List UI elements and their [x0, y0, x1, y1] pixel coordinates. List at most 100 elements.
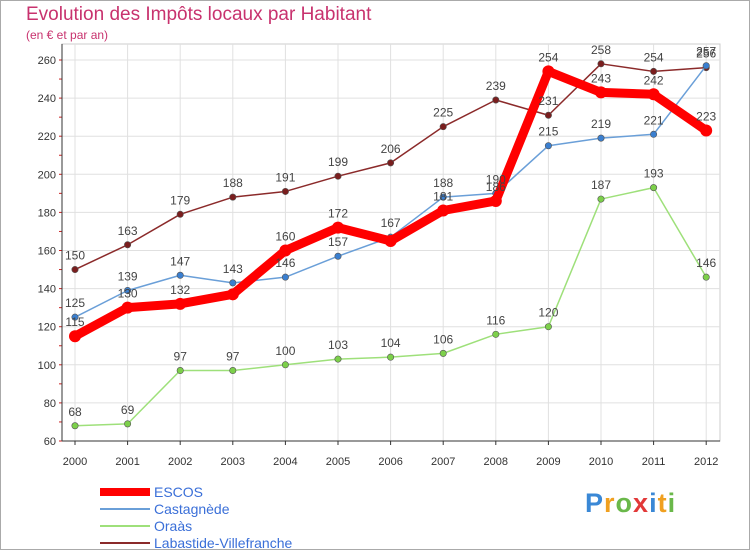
- y-tick-label: 200: [38, 169, 56, 181]
- x-tick-label: 2008: [484, 456, 508, 468]
- data-point-escos: [121, 301, 134, 314]
- y-tick-label: 220: [38, 131, 56, 143]
- data-point-labastide-villefranche: [387, 159, 395, 167]
- data-label-castagnede: 190: [486, 172, 506, 186]
- data-label-escos: 186: [486, 180, 506, 194]
- data-point-oraas: [334, 355, 342, 363]
- data-point-oraas: [650, 184, 658, 192]
- logo-letter: t: [657, 488, 668, 518]
- x-tick-label: 2005: [326, 456, 350, 468]
- logo-letter: i: [649, 488, 658, 518]
- data-label-labastide-villefranche: 206: [381, 142, 401, 156]
- x-tick-label: 2012: [694, 456, 718, 468]
- x-tick-label: 2004: [273, 456, 297, 468]
- data-label-oraas: 146: [696, 256, 716, 270]
- data-label-castagnede: 147: [170, 254, 190, 268]
- data-label-labastide-villefranche: 258: [591, 43, 611, 57]
- legend-swatch-labastide-villefranche: [100, 542, 150, 544]
- data-label-castagnede: 215: [538, 125, 558, 139]
- data-point-castagnede: [702, 62, 710, 70]
- data-label-oraas: 103: [328, 338, 348, 352]
- legend-swatch-oraas: [100, 525, 150, 527]
- legend-label-oraas: Oraàs: [154, 518, 193, 534]
- data-point-escos: [69, 330, 81, 343]
- data-point-escos: [437, 204, 450, 217]
- data-point-labastide-villefranche: [492, 96, 500, 104]
- x-tick-label: 2003: [221, 456, 245, 468]
- data-point-labastide-villefranche: [597, 60, 605, 68]
- data-point-escos: [279, 244, 292, 257]
- x-tick-label: 2011: [642, 456, 666, 468]
- data-point-castagnede: [229, 279, 237, 287]
- data-label-labastide-villefranche: 254: [644, 50, 664, 64]
- data-point-labastide-villefranche: [334, 172, 342, 180]
- x-tick-label: 2000: [63, 456, 87, 468]
- data-label-oraas: 187: [591, 178, 611, 192]
- data-point-oraas: [281, 361, 289, 369]
- data-label-oraas: 97: [174, 350, 188, 364]
- data-point-escos: [226, 288, 239, 301]
- legend-swatch-castagnede: [100, 508, 150, 510]
- data-label-labastide-villefranche: 239: [486, 79, 506, 93]
- chart-title: Evolution des Impôts locaux par Habitant: [26, 4, 372, 25]
- data-point-castagnede: [334, 252, 342, 260]
- data-point-labastide-villefranche: [281, 187, 289, 195]
- data-label-escos: 243: [591, 71, 611, 85]
- data-label-labastide-villefranche: 179: [170, 193, 190, 207]
- y-tick-label: 120: [38, 322, 56, 334]
- logo-letter: o: [615, 488, 634, 518]
- data-point-labastide-villefranche: [124, 241, 132, 249]
- data-point-oraas: [71, 422, 79, 430]
- proxiti-logo: Proxiti: [585, 488, 676, 519]
- data-label-labastide-villefranche: 256: [696, 47, 716, 61]
- legend-label-labastide-villefranche: Labastide-Villefranche: [154, 535, 293, 551]
- data-point-castagnede: [281, 273, 289, 281]
- data-point-castagnede: [71, 313, 79, 321]
- data-label-castagnede: 167: [381, 216, 401, 230]
- y-tick-label: 260: [38, 55, 56, 67]
- legend-label-castagnede: Castagnède: [154, 501, 230, 517]
- y-tick-label: 100: [38, 360, 56, 372]
- x-tick-label: 2001: [115, 456, 139, 468]
- data-point-oraas: [597, 195, 605, 203]
- data-point-oraas: [229, 367, 237, 375]
- data-label-escos: 172: [328, 207, 348, 221]
- data-label-labastide-villefranche: 199: [328, 155, 348, 169]
- data-label-escos: 115: [65, 315, 84, 329]
- x-tick-label: 2002: [168, 456, 192, 468]
- y-tick-label: 60: [44, 436, 56, 448]
- data-label-castagnede: 139: [118, 270, 138, 284]
- data-point-castagnede: [124, 287, 132, 295]
- data-point-oraas: [492, 330, 500, 338]
- data-point-labastide-villefranche: [229, 193, 237, 201]
- data-point-escos: [700, 124, 713, 137]
- data-point-castagnede: [176, 271, 184, 279]
- data-point-oraas: [124, 420, 132, 428]
- data-point-oraas: [387, 353, 395, 361]
- data-label-oraas: 69: [121, 403, 135, 417]
- y-tick-label: 160: [38, 246, 56, 258]
- legend-swatch-escos: [100, 488, 150, 496]
- logo-letter: P: [585, 488, 605, 518]
- data-label-escos: 223: [696, 109, 716, 123]
- logo-letter: x: [633, 488, 650, 518]
- logo-letter: r: [604, 488, 616, 518]
- data-label-escos: 242: [644, 73, 664, 87]
- data-point-escos: [332, 221, 344, 234]
- data-label-labastide-villefranche: 150: [65, 249, 85, 263]
- data-label-escos: 254: [538, 50, 558, 64]
- data-label-oraas: 120: [538, 306, 558, 320]
- data-label-oraas: 193: [644, 167, 664, 181]
- data-label-castagnede: 125: [65, 296, 85, 310]
- data-label-labastide-villefranche: 188: [223, 176, 243, 190]
- data-point-escos: [174, 297, 187, 310]
- data-label-escos: 160: [275, 230, 295, 244]
- data-point-oraas: [176, 367, 184, 375]
- data-label-castagnede: 219: [591, 117, 611, 131]
- data-point-labastide-villefranche: [71, 266, 79, 274]
- y-tick-label: 80: [44, 398, 56, 410]
- data-label-oraas: 68: [68, 405, 82, 419]
- y-tick-label: 240: [38, 93, 56, 105]
- x-tick-label: 2010: [589, 456, 613, 468]
